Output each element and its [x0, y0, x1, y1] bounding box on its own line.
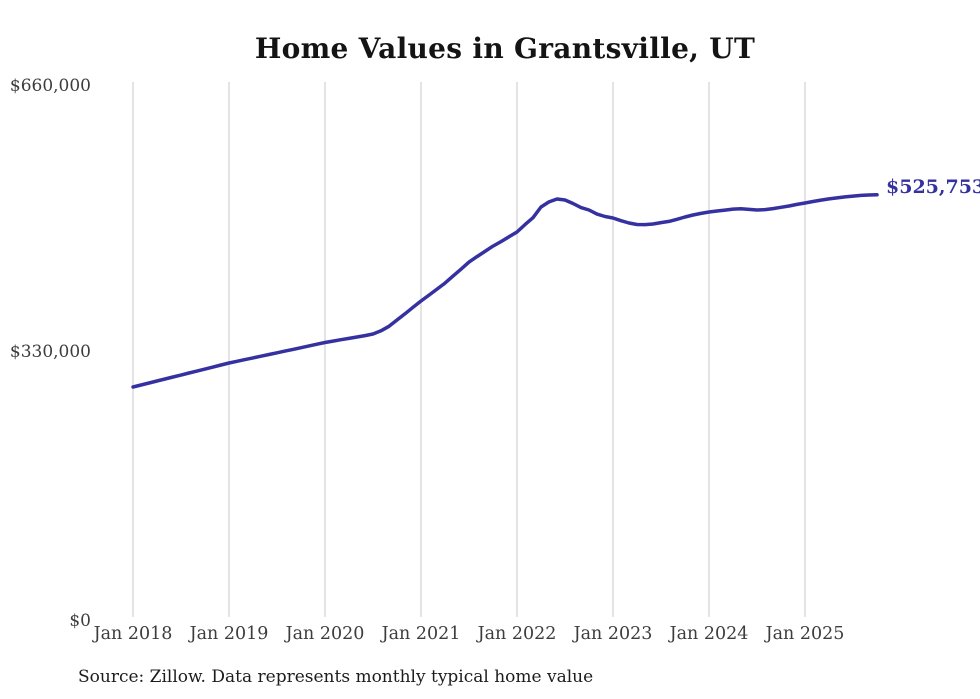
x-axis-label: Jan 2019 [189, 624, 269, 644]
x-axis-label: Jan 2024 [669, 624, 749, 644]
y-axis-label-0: $0 [69, 611, 91, 631]
x-axis-label: Jan 2025 [765, 624, 845, 644]
source-note: Source: Zillow. Data represents monthly … [78, 667, 594, 687]
x-axis-label: Jan 2020 [285, 624, 365, 644]
last-value-label: $525,753 [886, 176, 980, 198]
x-axis-label: Jan 2022 [477, 624, 557, 644]
x-axis-label: Jan 2021 [381, 624, 461, 644]
x-axis-label: Jan 2018 [93, 624, 173, 644]
gridlines-group [132, 82, 806, 617]
y-axis-label-330000: $330,000 [9, 342, 91, 362]
x-axis-label: Jan 2023 [573, 624, 653, 644]
chart-title: Home Values in Grantsville, UT [254, 32, 756, 65]
y-axis-label-660000: $660,000 [9, 76, 91, 96]
home-value-line [131, 193, 879, 389]
